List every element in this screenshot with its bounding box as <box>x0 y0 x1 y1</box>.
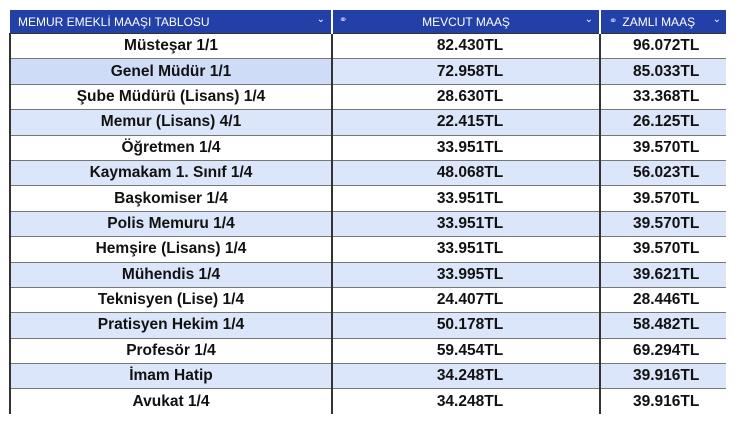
cell-raised-salary[interactable]: 69.294TL <box>599 338 726 365</box>
salary-table: MEMUR EMEKLİ MAAŞI TABLOSU ⌄ ⚭ MEVCUT MA… <box>9 10 726 414</box>
cell-title[interactable]: Şube Müdürü (Lisans) 1/4 <box>9 84 333 111</box>
link-icon: ⚭ <box>609 16 618 27</box>
cell-raised-salary[interactable]: 85.033TL <box>599 58 726 85</box>
cell-current-salary[interactable]: 28.630TL <box>331 84 601 111</box>
cell-raised-salary[interactable]: 39.916TL <box>599 388 726 414</box>
table-row: Memur (Lisans) 4/1 22.415TL 26.125TL <box>9 109 726 136</box>
cell-title[interactable]: Polis Memuru 1/4 <box>9 211 333 238</box>
cell-raised-salary[interactable]: 39.916TL <box>599 363 726 390</box>
column-header-title[interactable]: MEMUR EMEKLİ MAAŞI TABLOSU ⌄ <box>10 10 333 34</box>
table-row: Mühendis 1/4 33.995TL 39.621TL <box>9 262 726 288</box>
cell-title[interactable]: Başkomiser 1/4 <box>9 185 333 212</box>
table-row: Başkomiser 1/4 33.951TL 39.570TL <box>9 185 726 212</box>
cell-raised-salary[interactable]: 39.570TL <box>599 211 726 238</box>
cell-current-salary[interactable]: 34.248TL <box>331 388 601 414</box>
table-row: Hemşire (Lisans) 1/4 33.951TL 39.570TL <box>9 236 726 263</box>
cell-title[interactable]: Öğretmen 1/4 <box>9 135 333 161</box>
cell-raised-salary[interactable]: 56.023TL <box>599 160 726 187</box>
table-row: Genel Müdür 1/1 72.958TL 85.033TL <box>9 58 726 85</box>
table-row: İmam Hatip 34.248TL 39.916TL <box>9 363 726 390</box>
chevron-down-icon[interactable]: ⌄ <box>584 14 593 25</box>
table-row: Teknisyen (Lise) 1/4 24.407TL 28.446TL <box>9 287 726 314</box>
chevron-down-icon[interactable]: ⌄ <box>316 14 325 25</box>
cell-raised-salary[interactable]: 58.482TL <box>599 312 726 339</box>
cell-title[interactable]: Profesör 1/4 <box>9 338 333 365</box>
cell-current-salary[interactable]: 48.068TL <box>331 160 601 187</box>
column-header-current-salary[interactable]: ⚭ MEVCUT MAAŞ ⌄ <box>332 10 601 34</box>
column-header-title-label: MEMUR EMEKLİ MAAŞI TABLOSU <box>18 14 210 29</box>
table-row: Profesör 1/4 59.454TL 69.294TL <box>9 338 726 365</box>
cell-current-salary[interactable]: 24.407TL <box>331 287 601 314</box>
cell-current-salary[interactable]: 33.951TL <box>331 211 601 238</box>
cell-current-salary[interactable]: 34.248TL <box>331 363 601 390</box>
table-row: Müsteşar 1/1 82.430TL 96.072TL <box>9 32 726 60</box>
cell-title[interactable]: İmam Hatip <box>9 363 333 390</box>
table-row: Pratisyen Hekim 1/4 50.178TL 58.482TL <box>9 312 726 339</box>
salary-table-container: MEMUR EMEKLİ MAAŞI TABLOSU ⌄ ⚭ MEVCUT MA… <box>9 10 726 414</box>
cell-raised-salary[interactable]: 39.570TL <box>599 185 726 212</box>
cell-raised-salary[interactable]: 39.621TL <box>599 262 726 288</box>
cell-title[interactable]: Avukat 1/4 <box>9 388 333 414</box>
cell-title[interactable]: Mühendis 1/4 <box>9 262 333 288</box>
cell-title[interactable]: Genel Müdür 1/1 <box>9 58 333 85</box>
cell-current-salary[interactable]: 33.995TL <box>331 262 601 288</box>
table-header-row: MEMUR EMEKLİ MAAŞI TABLOSU ⌄ ⚭ MEVCUT MA… <box>10 10 726 34</box>
chevron-down-icon[interactable]: ⌄ <box>712 14 721 25</box>
cell-title[interactable]: Kaymakam 1. Sınıf 1/4 <box>9 160 333 187</box>
cell-raised-salary[interactable]: 26.125TL <box>599 109 726 136</box>
cell-current-salary[interactable]: 72.958TL <box>331 58 601 85</box>
cell-current-salary[interactable]: 33.951TL <box>331 185 601 212</box>
table-row: Polis Memuru 1/4 33.951TL 39.570TL <box>9 211 726 238</box>
table-row: Kaymakam 1. Sınıf 1/4 48.068TL 56.023TL <box>9 160 726 187</box>
table-row: Avukat 1/4 34.248TL 39.916TL <box>9 388 726 414</box>
cell-current-salary[interactable]: 59.454TL <box>331 338 601 365</box>
cell-current-salary[interactable]: 50.178TL <box>331 312 601 339</box>
link-icon: ⚭ <box>339 15 348 26</box>
cell-current-salary[interactable]: 33.951TL <box>331 135 601 161</box>
cell-raised-salary[interactable]: 96.072TL <box>599 32 726 60</box>
cell-title[interactable]: Memur (Lisans) 4/1 <box>9 109 333 136</box>
column-header-raised-salary[interactable]: ⚭ ZAMLI MAAŞ ⌄ <box>600 10 726 34</box>
column-header-current-salary-label: MEVCUT MAAŞ <box>422 14 510 29</box>
cell-current-salary[interactable]: 82.430TL <box>331 32 601 60</box>
cell-title[interactable]: Teknisyen (Lise) 1/4 <box>9 287 333 314</box>
cell-raised-salary[interactable]: 28.446TL <box>599 287 726 314</box>
cell-raised-salary[interactable]: 39.570TL <box>599 135 726 161</box>
cell-title[interactable]: Hemşire (Lisans) 1/4 <box>9 236 333 263</box>
cell-title[interactable]: Müsteşar 1/1 <box>9 32 333 60</box>
cell-current-salary[interactable]: 22.415TL <box>331 109 601 136</box>
table-row: Öğretmen 1/4 33.951TL 39.570TL <box>9 135 726 161</box>
cell-title[interactable]: Pratisyen Hekim 1/4 <box>9 312 333 339</box>
column-header-raised-salary-label: ZAMLI MAAŞ <box>622 14 696 29</box>
cell-raised-salary[interactable]: 39.570TL <box>599 236 726 263</box>
cell-raised-salary[interactable]: 33.368TL <box>599 84 726 111</box>
table-body: Müsteşar 1/1 82.430TL 96.072TL Genel Müdür … <box>9 32 726 414</box>
table-row: Şube Müdürü (Lisans) 1/4 28.630TL 33.368TL <box>9 84 726 111</box>
cell-current-salary[interactable]: 33.951TL <box>331 236 601 263</box>
